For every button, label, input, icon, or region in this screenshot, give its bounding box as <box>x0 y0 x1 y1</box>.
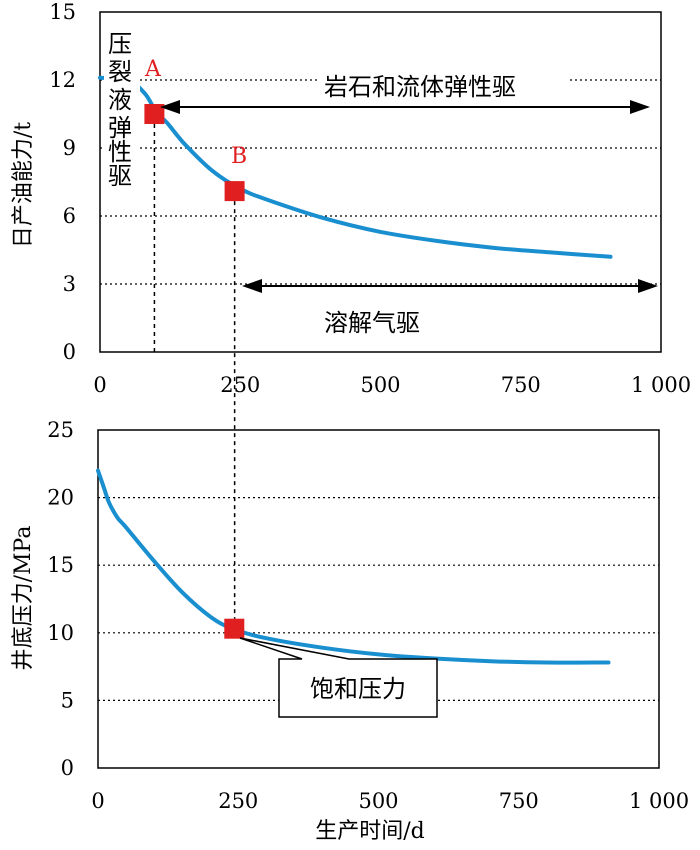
point-b-marker <box>224 181 245 202</box>
x-axis-title: 生产时间/d <box>315 819 425 844</box>
bottom-series-line <box>96 468 611 665</box>
bottom-x-tick-label: 750 <box>499 789 539 813</box>
rock-fluid-drive-arrow: 岩石和流体弹性驱 <box>160 70 650 114</box>
point-a-marker <box>144 104 165 124</box>
top-y-tick-label: 0 <box>63 340 76 364</box>
frac-drive-char: 压 <box>108 30 132 58</box>
top-y-tick-label: 3 <box>63 272 76 296</box>
top-x-tick-label: 1 000 <box>631 373 691 397</box>
top-x-tick-label: 750 <box>501 373 541 397</box>
top-y-axis-title: 日产油能力/t <box>11 122 36 248</box>
point-a-label: A <box>144 57 162 82</box>
bottom-x-tick-label: 500 <box>358 789 398 813</box>
frac-drive-char: 性 <box>108 138 132 166</box>
top-x-tick-label: 250 <box>220 373 260 397</box>
top-y-tick-label: 9 <box>63 136 76 160</box>
top-y-tick-label: 12 <box>49 68 76 92</box>
dissolved-gas-drive-label: 溶解气驱 <box>324 309 420 337</box>
bottom-y-tick-label: 5 <box>61 688 74 712</box>
frac-drive-char: 裂 <box>108 58 132 86</box>
frac-drive-char: 弹 <box>108 114 132 142</box>
rock-fluid-drive-label: 岩石和流体弹性驱 <box>324 73 516 101</box>
bottom-y-tick-label: 0 <box>61 756 74 780</box>
top-y-tick-label: 15 <box>49 0 76 24</box>
top-y-tick-label: 6 <box>63 204 76 228</box>
point-b-label: B <box>231 144 247 169</box>
frac-fluid-drive-annotation: 压 裂 液 弹 性 驱 <box>104 28 140 190</box>
saturation-pressure-label: 饱和压力 <box>310 675 406 703</box>
bottom-x-tick-label: 1 000 <box>629 789 689 813</box>
dissolved-gas-drive-arrow: 溶解气驱 <box>242 279 658 337</box>
top-x-tick-label: 0 <box>93 373 106 397</box>
bottom-x-tick-label: 0 <box>91 789 104 813</box>
frac-drive-char: 驱 <box>108 162 132 190</box>
top-x-tick-label: 500 <box>360 373 400 397</box>
top-plot-frame <box>99 11 662 353</box>
top-tick-labels: 0 3 6 9 12 15 0 250 500 750 1 000 <box>49 0 691 397</box>
bottom-y-tick-label: 20 <box>47 486 74 510</box>
bottom-y-tick-label: 25 <box>47 418 74 442</box>
bottom-plot-frame <box>97 429 660 769</box>
bottom-y-axis-title: 井底压力/MPa <box>11 526 36 671</box>
bottom-y-tick-label: 15 <box>47 553 74 577</box>
bottom-x-tick-label: 250 <box>218 789 258 813</box>
saturation-pressure-marker <box>224 618 245 639</box>
bottom-y-tick-label: 10 <box>47 621 74 645</box>
frac-drive-char: 液 <box>108 86 132 114</box>
saturation-pressure-callout: 饱和压力 <box>239 637 438 718</box>
